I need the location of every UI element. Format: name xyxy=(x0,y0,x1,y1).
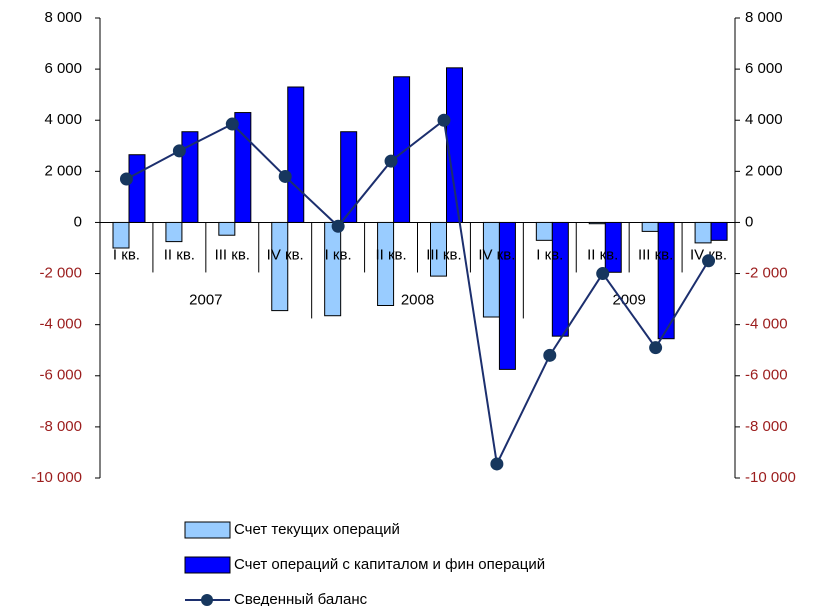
x-tick-label: II кв. xyxy=(164,246,195,263)
legend-marker xyxy=(201,594,213,606)
y-tick-label: 6 000 xyxy=(44,60,82,77)
y2-tick-label: 4 000 xyxy=(745,111,783,128)
y-tick-label: 8 000 xyxy=(44,9,82,26)
y-tick-label: -4 000 xyxy=(39,316,82,333)
balance-marker xyxy=(649,341,663,355)
balance-marker xyxy=(384,154,398,168)
x-tick-label: II кв. xyxy=(375,246,406,263)
y-tick-label: 2 000 xyxy=(44,162,82,179)
legend-label: Счет операций с капиталом и фин операций xyxy=(234,556,545,573)
bar xyxy=(430,221,447,277)
y2-tick-label: 8 000 xyxy=(745,9,783,26)
balance-marker xyxy=(596,267,610,281)
balance-line xyxy=(125,118,710,468)
x-tick-label: I кв. xyxy=(325,246,352,263)
x-tick-label: I кв. xyxy=(113,246,140,263)
y2-tick-label: -10 000 xyxy=(745,469,796,486)
x-tick-label: III кв. xyxy=(215,246,250,263)
y2-tick-label: 0 xyxy=(745,213,753,230)
bar xyxy=(165,221,183,243)
bar xyxy=(657,221,675,340)
bar xyxy=(340,131,358,223)
bar xyxy=(694,221,712,244)
year-label: 2009 xyxy=(612,291,645,308)
y2-tick-label: -8 000 xyxy=(745,418,788,435)
legend-swatch xyxy=(184,556,231,574)
legend-label: Сведенный баланс xyxy=(234,591,368,606)
bar xyxy=(535,221,553,241)
bar xyxy=(498,221,516,370)
bar xyxy=(446,67,463,223)
bar xyxy=(181,131,199,223)
balance-marker xyxy=(543,348,557,362)
y2-tick-label: -6 000 xyxy=(745,367,788,384)
balance-marker xyxy=(437,113,451,127)
bar xyxy=(377,221,395,306)
balance-marker xyxy=(702,254,716,268)
y-tick-label: -10 000 xyxy=(31,469,82,486)
balance-marker xyxy=(278,169,292,183)
balance-marker xyxy=(225,117,239,131)
bar xyxy=(218,221,236,236)
x-tick-label: III кв. xyxy=(426,246,461,263)
legend-swatch xyxy=(184,521,231,539)
y2-tick-label: 6 000 xyxy=(745,60,783,77)
x-tick-label: IV кв. xyxy=(478,246,515,263)
y-tick-label: -2 000 xyxy=(39,265,82,282)
y-tick-label: 4 000 xyxy=(44,111,82,128)
bar xyxy=(588,221,606,225)
balance-marker xyxy=(490,457,504,471)
balance-marker xyxy=(172,144,186,158)
bar xyxy=(112,221,130,249)
year-label: 2007 xyxy=(189,291,222,308)
balance-marker xyxy=(119,172,133,186)
balance-marker xyxy=(331,219,345,233)
y-tick-label: -6 000 xyxy=(39,367,82,384)
y2-tick-label: 2 000 xyxy=(745,162,783,179)
bar xyxy=(287,86,305,223)
bar xyxy=(641,221,659,232)
legend-label: Счет текущих операций xyxy=(234,521,400,538)
x-tick-label: IV кв. xyxy=(267,246,304,263)
year-label: 2008 xyxy=(401,291,434,308)
bar xyxy=(393,76,411,223)
bar xyxy=(710,221,728,241)
y2-tick-label: -4 000 xyxy=(745,316,788,333)
y-tick-label: 0 xyxy=(74,213,82,230)
x-tick-label: III кв. xyxy=(638,246,673,263)
x-tick-label: II кв. xyxy=(587,246,618,263)
y2-tick-label: -2 000 xyxy=(745,265,788,282)
bar xyxy=(234,112,252,223)
y-tick-label: -8 000 xyxy=(39,418,82,435)
bar xyxy=(482,221,500,318)
bar xyxy=(551,221,569,337)
bar xyxy=(271,221,289,312)
x-tick-label: I кв. xyxy=(536,246,563,263)
bar xyxy=(324,221,342,317)
bar xyxy=(604,221,622,273)
bar xyxy=(128,154,146,223)
